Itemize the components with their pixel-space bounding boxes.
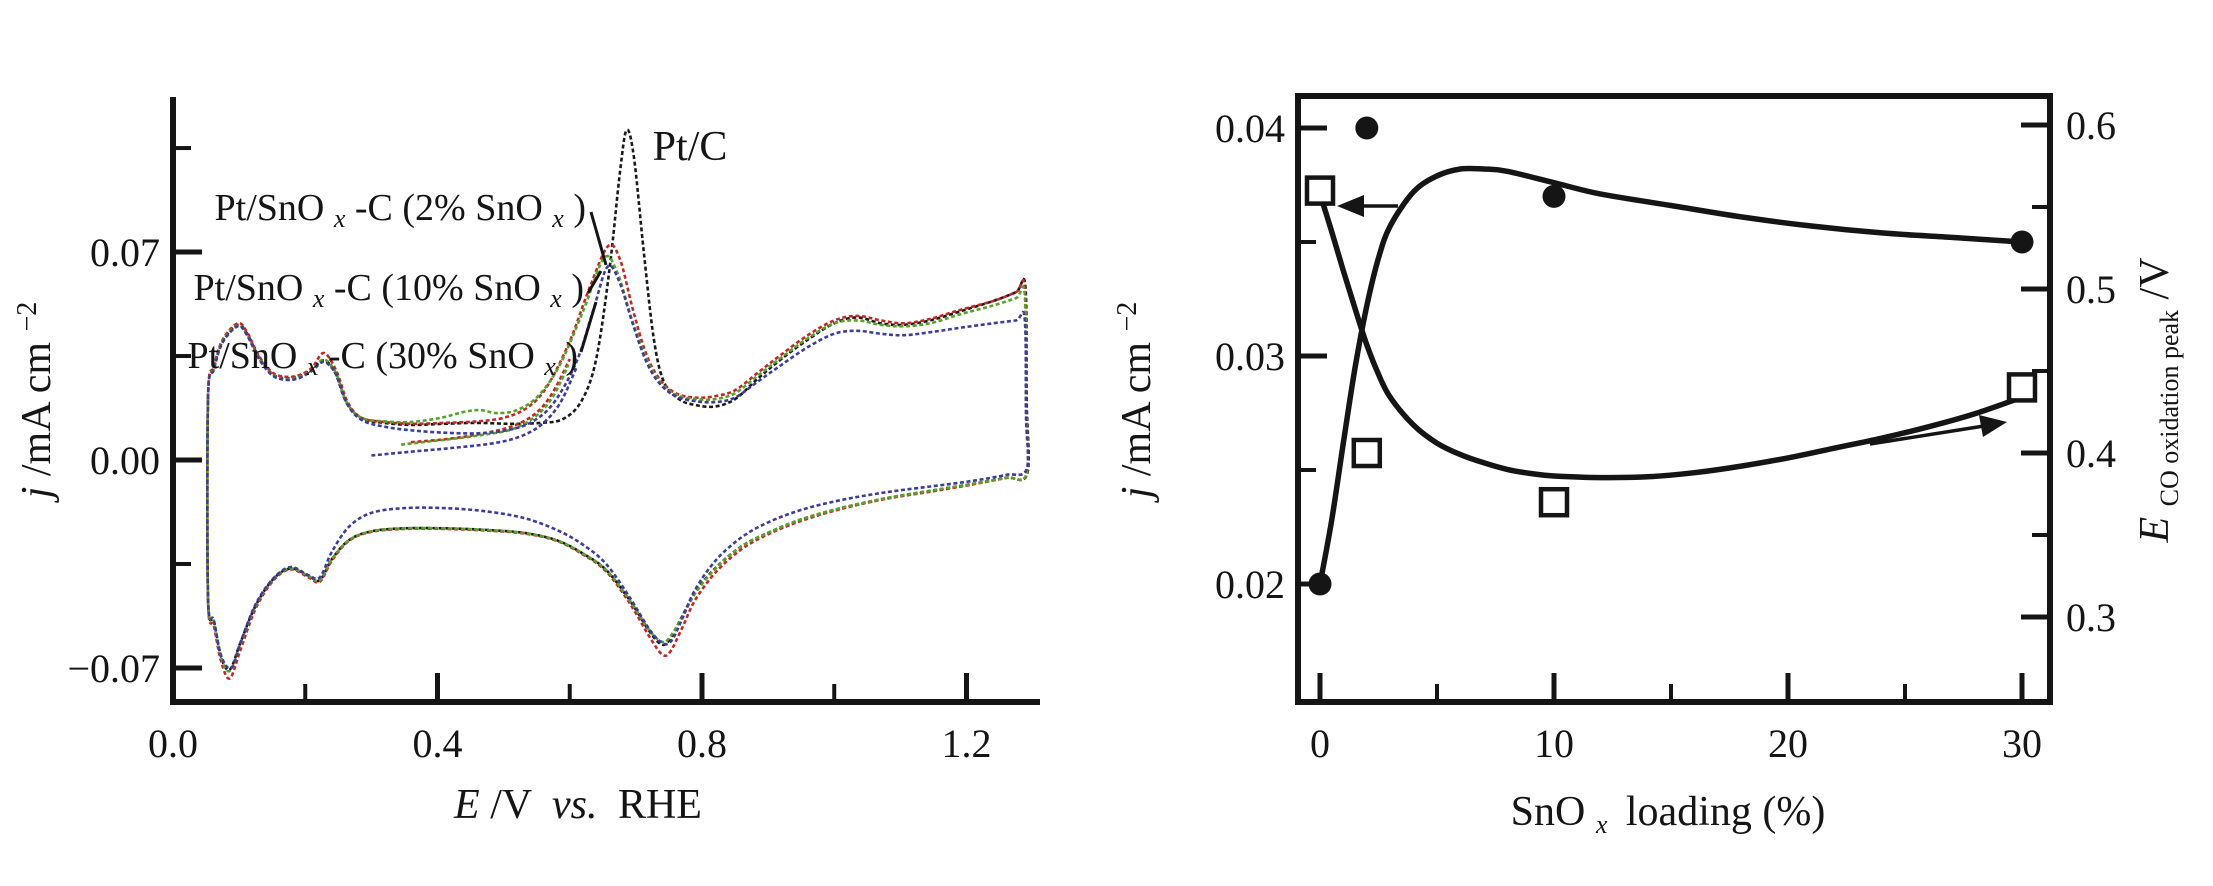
right-ly-title-sup: −2 [1112, 302, 1143, 332]
left-x-title-unit: /V [490, 782, 532, 828]
label-ptc: Pt/C [653, 124, 728, 170]
left-x-tick-label: 1.2 [942, 721, 992, 766]
data-point-filled-circle [1308, 572, 1332, 596]
data-point-open-square [1538, 486, 1570, 518]
label-30-sub1: x [306, 352, 319, 381]
right-x-tick-label: 30 [2002, 721, 2042, 766]
right-left-y-tick-label: 0.02 [1215, 562, 1285, 607]
left-y-tick-label: 0.00 [90, 438, 160, 483]
left-x-title-vs: vs. [552, 782, 598, 828]
right-x-title-tail: loading (%) [1626, 789, 1825, 835]
right-right-y-tick-label: 0.4 [2066, 431, 2116, 476]
left-y-tick-label: −0.07 [67, 646, 160, 691]
data-point-open-square [2006, 372, 2038, 403]
right-x-title-sub: x [1595, 810, 1608, 839]
leader-line-30pct [579, 301, 598, 353]
left-y-axis-title: j /mA cm −2 [12, 302, 60, 504]
right-right-y-tick-label: 0.5 [2066, 267, 2116, 312]
left-x-tick-label: 0.4 [413, 721, 463, 766]
label-pt-snox-30: Pt/SnO x -C (30% SnO x ) [188, 335, 578, 384]
right-ry-title-sub: CO oxidation peak [2155, 310, 2184, 506]
label-10-head: Pt/SnO [194, 267, 304, 309]
right-ry-title-E: E [2132, 517, 2178, 544]
label-30-sub2: x [543, 352, 556, 381]
trend-curve-right-axis [1317, 191, 2025, 481]
right-x-title-snox: SnO [1511, 789, 1586, 835]
right-right-y-tick-label: 0.3 [2066, 595, 2116, 640]
dynamic-chart-layer: 0.07 0.00 −0.07 0.0 0.4 0.8 1.2 0 10 20 30 0.04 0.03… [67, 93, 2116, 766]
data-point-open-square [1304, 175, 1336, 206]
left-y-title-j: j [14, 487, 60, 504]
label-pt-snox-2: Pt/SnO x -C (2% SnO x ) [215, 187, 586, 236]
right-x-tick-label: 0 [1310, 721, 1330, 766]
co-baseline-pt-snox-c-10-snox- [400, 364, 570, 446]
data-point-filled-circle [1355, 116, 1379, 140]
trend-curve-left-axis [1317, 165, 2025, 587]
left-x-tick-label: 0.0 [148, 721, 198, 766]
label-10-sub2: x [549, 284, 562, 313]
left-y-title-sup: −2 [12, 302, 43, 332]
label-10-mid: -C (10% SnO [334, 267, 541, 309]
label-2-head: Pt/SnO [215, 187, 325, 229]
right-left-y-tick-label: 0.04 [1215, 106, 1285, 151]
svg-text:j /mA cm −2: j /mA cm −2 [12, 302, 60, 504]
right-right-y-tick-label: 0.6 [2066, 103, 2116, 148]
cv-curve-pt-snox-c-30-snox- [206, 264, 1030, 670]
left-x-title-rhe: RHE [618, 782, 702, 828]
right-x-tick-label: 10 [1534, 721, 1574, 766]
right-left-y-tick-label: 0.03 [1215, 334, 1285, 379]
right-x-axis-title: SnO x loading (%) [1511, 789, 1826, 843]
left-y-tick-label: 0.07 [90, 230, 160, 275]
label-pt-snox-10: Pt/SnO x -C (10% SnO x ) [194, 267, 584, 316]
svg-text:E CO oxidation peak: E CO oxidation peak /V [2132, 257, 2188, 543]
right-left-y-axis-title: j /mA cm −2 [1112, 302, 1160, 504]
right-ly-title-j: j [1114, 487, 1160, 504]
label-30-mid: -C (30% SnO [328, 335, 535, 377]
label-2-mid: -C (2% SnO [355, 187, 543, 229]
data-point-filled-circle [2010, 230, 2034, 254]
right-right-y-axis-title: E CO oxidation peak /V [2132, 257, 2188, 543]
label-2-sub1: x [333, 204, 346, 233]
leader-line-10pct [586, 270, 603, 294]
right-pointing-arrow [1869, 415, 2007, 446]
cv-curve-pt-snox-c-10-snox- [206, 254, 1030, 673]
label-2-tail: ) [573, 187, 586, 229]
right-ry-title-unit: /V [2132, 257, 2178, 299]
label-2-sub2: x [551, 204, 564, 233]
right-ly-title-unit: /mA cm [1114, 342, 1160, 476]
svg-text:j /mA cm −2: j /mA cm −2 [1112, 302, 1160, 504]
leader-line-2pct [589, 211, 608, 266]
left-x-title-E: E [453, 782, 480, 828]
right-panel-frame [1295, 93, 2053, 705]
label-10-tail: ) [571, 267, 584, 309]
left-x-tick-label: 0.8 [677, 721, 727, 766]
right-x-tick-label: 20 [1768, 721, 1808, 766]
left-x-axis-title: E /V vs. RHE [453, 782, 702, 828]
data-point-filled-circle [1542, 184, 1566, 208]
left-pointing-arrow [1337, 195, 1398, 217]
label-30-head: Pt/SnO [188, 335, 298, 377]
left-y-title-unit: /mA cm [14, 342, 60, 476]
label-30-tail: ) [565, 335, 578, 377]
label-10-sub1: x [312, 284, 325, 313]
co-baseline-pt-snox-c-30-snox- [371, 367, 578, 457]
data-point-open-square [1351, 437, 1383, 469]
